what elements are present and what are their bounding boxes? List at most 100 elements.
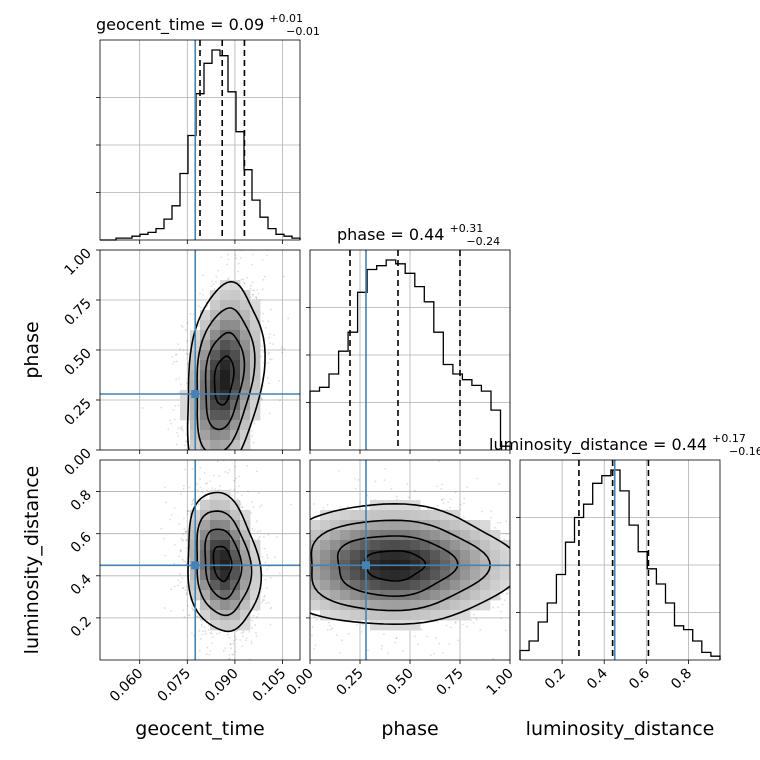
sample-point <box>313 615 316 618</box>
sample-point <box>490 510 492 513</box>
density-cell <box>240 510 251 521</box>
sample-point <box>293 517 295 519</box>
sample-point <box>201 633 204 636</box>
title-phase-plus: +0.31 <box>450 222 484 235</box>
sample-point <box>252 441 255 444</box>
sample-point <box>301 591 303 593</box>
sample-point <box>185 593 188 596</box>
sample-point <box>251 626 254 629</box>
sample-point <box>227 633 229 636</box>
density-cell <box>230 500 241 511</box>
sample-point <box>596 553 598 555</box>
sample-point <box>257 491 260 494</box>
sample-point <box>329 628 332 631</box>
sample-point <box>305 651 307 653</box>
sample-point <box>257 537 260 540</box>
sample-point <box>206 487 208 489</box>
sample-point <box>513 573 515 575</box>
density-cell <box>220 620 231 631</box>
sample-point <box>515 545 517 547</box>
sample-point <box>243 281 246 284</box>
sample-point <box>192 502 194 505</box>
sample-point <box>242 247 244 249</box>
sample-point <box>170 422 172 425</box>
sample-point <box>305 584 307 586</box>
sample-point <box>235 630 238 632</box>
sample-point <box>206 482 208 485</box>
sample-point <box>192 499 195 502</box>
sample-point <box>169 419 172 422</box>
sample-point <box>216 632 218 635</box>
sample-point <box>305 562 307 564</box>
sample-point <box>442 502 445 505</box>
density-cell <box>210 550 221 561</box>
sample-point <box>263 552 265 554</box>
sample-point <box>357 479 360 481</box>
sample-point <box>256 289 259 291</box>
sample-point <box>267 353 270 355</box>
sample-point <box>218 465 220 467</box>
sample-point <box>246 276 249 279</box>
sample-point <box>267 534 270 536</box>
sample-point <box>257 292 260 295</box>
sample-point <box>302 586 304 588</box>
sample-point <box>292 603 294 605</box>
sample-point <box>202 293 204 296</box>
contour-1.5-sigma <box>196 510 253 617</box>
sample-point <box>387 652 389 655</box>
density-cell <box>210 440 221 450</box>
sample-point <box>515 577 517 579</box>
sample-point <box>341 639 343 642</box>
sample-point <box>271 619 273 621</box>
sample-point <box>235 257 237 260</box>
sample-point <box>217 269 220 272</box>
sample-point <box>231 494 234 497</box>
sample-point <box>556 557 558 559</box>
density-cell <box>210 570 221 581</box>
density-cell <box>240 550 251 561</box>
sample-point <box>262 599 265 602</box>
panel-luminosity-distance-vs-geocent-time <box>99 457 301 661</box>
sample-point <box>362 623 364 626</box>
density-cell <box>230 410 241 421</box>
sample-point <box>163 507 165 509</box>
sample-point <box>476 618 478 621</box>
sample-point <box>173 585 176 588</box>
sample-point <box>183 528 186 530</box>
sample-point <box>294 602 296 604</box>
sample-point <box>171 355 174 358</box>
sample-point <box>241 506 243 508</box>
sample-point <box>339 651 342 654</box>
sample-point <box>263 275 266 278</box>
sample-point <box>193 634 195 637</box>
density-cell <box>210 490 221 501</box>
sample-point <box>273 556 276 559</box>
sample-point <box>266 576 268 578</box>
sample-point <box>239 639 242 641</box>
sample-point <box>200 457 202 459</box>
contour-0.5-sigma <box>212 545 233 583</box>
density-cell <box>230 440 241 450</box>
sample-point <box>218 475 221 478</box>
sample-point <box>374 480 377 483</box>
sample-point <box>466 625 468 628</box>
sample-point <box>171 363 174 365</box>
sample-point <box>511 591 513 593</box>
density-cell <box>250 570 261 581</box>
sample-point <box>329 624 331 627</box>
sample-point <box>294 526 296 528</box>
sample-point <box>413 489 416 492</box>
sample-point <box>249 287 252 290</box>
sample-point <box>263 536 265 538</box>
sample-point <box>212 453 214 455</box>
sample-point <box>181 326 184 328</box>
sample-point <box>215 467 217 469</box>
sample-point <box>457 639 460 642</box>
sample-point <box>228 458 230 460</box>
sample-point <box>269 607 272 610</box>
sample-point <box>267 622 269 624</box>
sample-point <box>251 263 254 266</box>
sample-point <box>261 288 264 291</box>
sample-point <box>366 494 369 497</box>
sample-point <box>268 549 270 551</box>
